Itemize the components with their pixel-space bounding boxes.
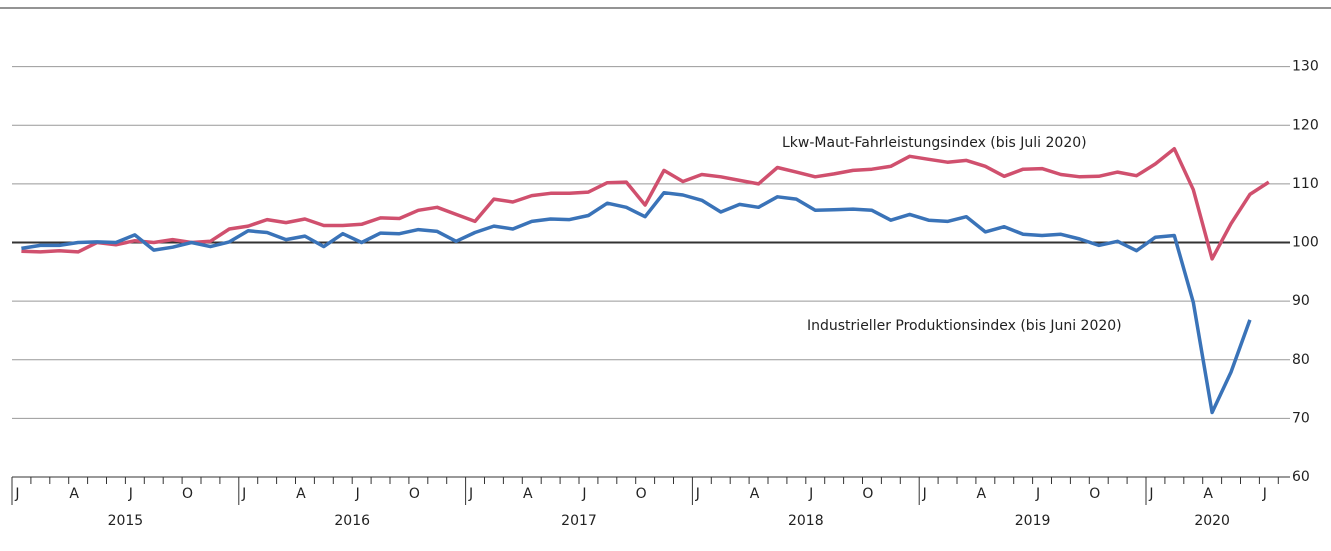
series-label: Industrieller Produktionsindex (bis Juni… — [807, 318, 1122, 334]
x-tick-label: J — [695, 486, 700, 502]
y-tick-label: 100 — [1292, 235, 1319, 251]
x-tick-label: J — [468, 486, 473, 502]
x-tick-label: J — [128, 486, 133, 502]
year-label: 2019 — [1015, 513, 1051, 529]
year-label: 2020 — [1194, 513, 1230, 529]
y-tick-label: 130 — [1292, 59, 1319, 75]
x-tick-label: O — [862, 486, 873, 502]
y-tick-label: 120 — [1292, 117, 1319, 133]
x-tick-label: O — [636, 486, 647, 502]
series-line — [21, 146, 1270, 261]
x-tick-label: A — [69, 486, 79, 502]
x-tick-label: A — [977, 486, 987, 502]
x-tick-label: J — [581, 486, 586, 502]
y-tick-label: 60 — [1292, 469, 1310, 485]
x-tick-label: J — [14, 486, 19, 502]
year-label: 2017 — [561, 513, 597, 529]
x-tick-label: J — [241, 486, 246, 502]
year-label: 2016 — [334, 513, 370, 529]
year-label: 2018 — [788, 513, 824, 529]
x-tick-label: O — [182, 486, 193, 502]
x-tick-label: O — [1089, 486, 1100, 502]
x-tick-label: A — [750, 486, 760, 502]
x-tick-label: A — [523, 486, 533, 502]
y-tick-label: 90 — [1292, 293, 1310, 309]
x-tick-label: O — [409, 486, 420, 502]
x-tick-label: A — [1203, 486, 1213, 502]
series-label: Lkw-Maut-Fahrleistungsindex (bis Juli 20… — [782, 135, 1087, 151]
y-tick-label: 110 — [1292, 176, 1319, 192]
x-tick-label: J — [808, 486, 813, 502]
y-tick-label: 80 — [1292, 352, 1310, 368]
y-tick-label: 70 — [1292, 410, 1310, 426]
series-line — [21, 190, 1252, 415]
year-label: 2015 — [108, 513, 144, 529]
x-tick-label: J — [355, 486, 360, 502]
x-tick-label: J — [1148, 486, 1153, 502]
x-tick-label: J — [922, 486, 927, 502]
x-tick-label: J — [1035, 486, 1040, 502]
x-tick-label: J — [1262, 486, 1267, 502]
x-tick-label: A — [296, 486, 306, 502]
